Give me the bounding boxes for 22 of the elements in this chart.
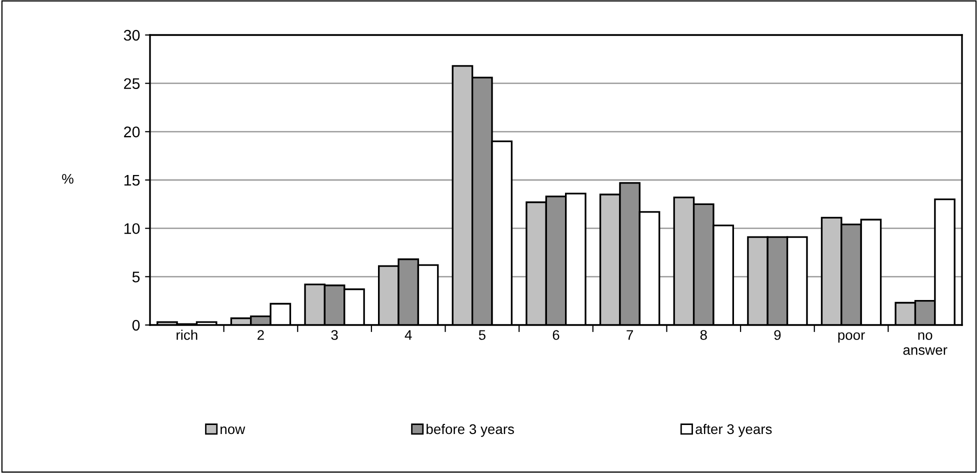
x-tick-label: 7	[626, 330, 633, 340]
x-tick-label: 4	[404, 330, 412, 340]
x-tick-label: poor	[838, 332, 865, 343]
y-tick-label: 10	[124, 223, 140, 234]
y-tick-label: 5	[132, 272, 140, 282]
x-tick-label: 8	[700, 330, 707, 340]
x-tick-label: 5	[478, 330, 486, 340]
y-axis-title: %	[62, 174, 74, 184]
x-tick-label: 2	[258, 330, 264, 340]
x-tick-label: 3	[331, 330, 338, 340]
legend-label: after 3 years	[696, 424, 772, 437]
y-tick-label: 30	[124, 30, 140, 41]
y-tick-label: 25	[124, 78, 140, 90]
x-tick-label: rich	[176, 330, 198, 340]
legend-label: before 3 years	[426, 424, 514, 437]
x-tick-label: no answer	[903, 332, 948, 355]
y-tick-label: 0	[132, 320, 140, 331]
x-tick-label: 9	[774, 330, 781, 340]
y-tick-label: 15	[124, 175, 140, 186]
y-tick-label: 20	[124, 126, 140, 138]
x-tick-label: 6	[552, 330, 560, 340]
legend-label: now	[220, 426, 246, 434]
